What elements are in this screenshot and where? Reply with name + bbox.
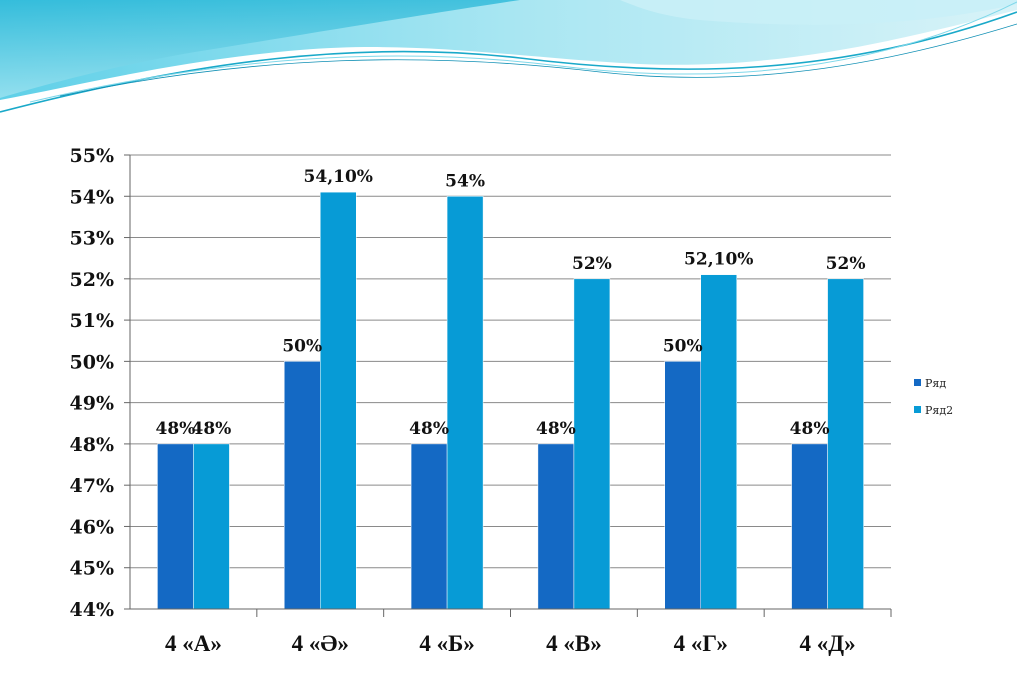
x-category-label: 4 «В» bbox=[546, 631, 602, 656]
y-tick-label: 45% bbox=[70, 558, 115, 580]
bar bbox=[410, 443, 448, 610]
bar bbox=[320, 191, 357, 610]
x-category-label: 4 «Ә» bbox=[292, 631, 349, 656]
data-label: 54% bbox=[445, 171, 485, 191]
x-category-label: 4 «Г» bbox=[674, 631, 728, 656]
data-label: 48% bbox=[409, 419, 449, 439]
legend: Ряд Ряд2 bbox=[914, 377, 953, 417]
bar bbox=[157, 443, 194, 610]
legend-label: Ряд bbox=[925, 377, 946, 390]
data-label: 52% bbox=[826, 254, 866, 274]
data-label: 48% bbox=[536, 419, 576, 439]
y-tick-label: 54% bbox=[70, 186, 115, 208]
y-tick-label: 46% bbox=[70, 516, 115, 538]
y-tick-label: 53% bbox=[70, 228, 115, 250]
y-tick-label: 49% bbox=[70, 393, 115, 415]
bar bbox=[573, 278, 611, 610]
bar bbox=[284, 361, 321, 610]
x-category-label: 4 «Д» bbox=[800, 631, 856, 656]
y-tick-label: 44% bbox=[70, 599, 115, 621]
legend-label: Ряд2 bbox=[925, 404, 953, 417]
bar bbox=[700, 274, 737, 610]
y-tick-label: 51% bbox=[70, 310, 115, 332]
y-tick-label: 50% bbox=[70, 351, 115, 373]
data-label: 52% bbox=[572, 254, 612, 274]
header-swoosh-decoration bbox=[0, 0, 1017, 113]
x-category-label: 4 «Б» bbox=[419, 631, 474, 656]
data-label: 54,10% bbox=[304, 167, 373, 187]
data-label: 50% bbox=[663, 336, 703, 356]
bars bbox=[157, 191, 864, 610]
data-label: 50% bbox=[282, 336, 322, 356]
bar bbox=[827, 278, 864, 610]
y-tick-label: 52% bbox=[70, 269, 115, 291]
data-label: 48% bbox=[192, 419, 232, 439]
legend-swatch bbox=[914, 379, 921, 386]
y-tick-label: 48% bbox=[70, 434, 115, 456]
y-tick-label: 47% bbox=[70, 475, 115, 497]
y-tick-label: 55% bbox=[70, 145, 115, 167]
bar bbox=[537, 443, 575, 610]
bar bbox=[193, 443, 230, 610]
x-category-labels: 4 «А» 4 «Ә» 4 «Б» 4 «В» 4 «Г» 4 «Д» bbox=[165, 631, 856, 656]
bar bbox=[446, 196, 484, 610]
data-label: 48% bbox=[156, 419, 196, 439]
legend-swatch bbox=[914, 406, 921, 413]
bar bbox=[791, 443, 828, 610]
data-label: 48% bbox=[790, 419, 830, 439]
data-labels: 48%48%50%54,10%48%54%48%52%50%52,10%48%5… bbox=[156, 167, 866, 439]
data-label: 52,10% bbox=[684, 250, 753, 270]
x-category-label: 4 «А» bbox=[165, 631, 222, 656]
axes bbox=[124, 154, 892, 617]
y-tick-labels: 44% 45% 46% 47% 48% 49% 50% 51% 52% 53% 54% 55% bbox=[70, 145, 115, 621]
bar bbox=[664, 361, 701, 610]
gridlines bbox=[130, 154, 891, 569]
